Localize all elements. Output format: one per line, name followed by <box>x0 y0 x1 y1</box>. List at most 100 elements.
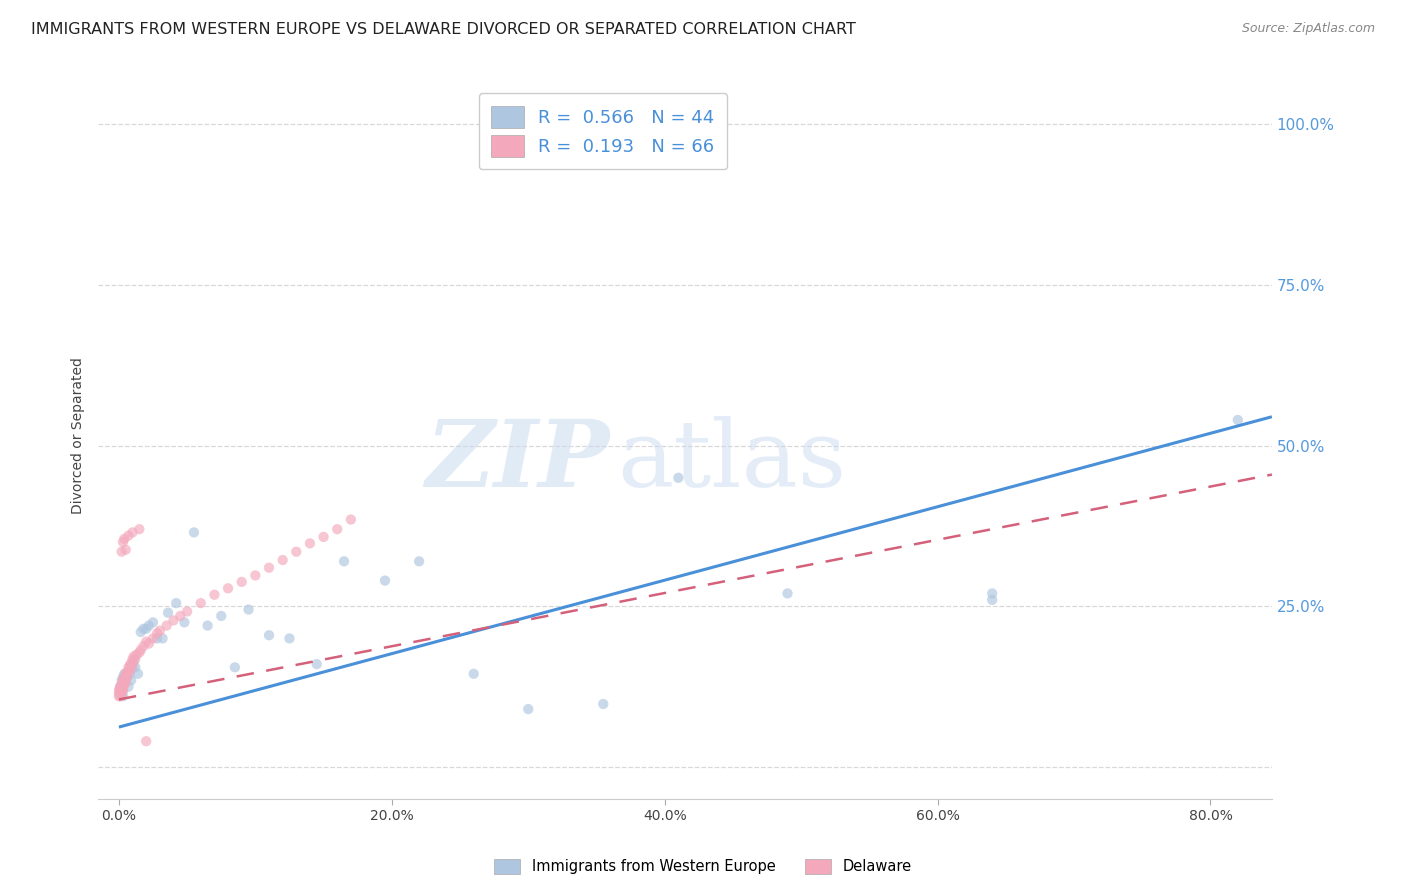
Point <box>121 652 143 666</box>
Point <box>115 670 138 684</box>
Point <box>112 670 135 684</box>
Point <box>111 535 134 549</box>
Point <box>138 636 160 650</box>
Point <box>121 660 143 674</box>
Legend: R =  0.566   N = 44, R =  0.193   N = 66: R = 0.566 N = 44, R = 0.193 N = 66 <box>479 93 727 169</box>
Point <box>183 525 205 540</box>
Point <box>125 648 148 662</box>
Point <box>305 657 328 672</box>
Point <box>217 582 239 596</box>
Point <box>592 697 614 711</box>
Point <box>110 680 132 694</box>
Point <box>152 632 174 646</box>
Text: IMMIGRANTS FROM WESTERN EUROPE VS DELAWARE DIVORCED OR SEPARATED CORRELATION CHA: IMMIGRANTS FROM WESTERN EUROPE VS DELAWA… <box>31 22 856 37</box>
Point <box>312 530 335 544</box>
Point <box>209 609 232 624</box>
Point <box>190 596 212 610</box>
Point <box>121 525 143 540</box>
Point <box>110 690 132 704</box>
Point <box>146 626 169 640</box>
Point <box>245 568 267 582</box>
Point <box>142 632 165 646</box>
Point <box>285 544 308 558</box>
Point <box>1226 413 1249 427</box>
Point <box>122 649 145 664</box>
Point <box>124 652 146 666</box>
Point <box>127 666 149 681</box>
Point <box>118 664 141 678</box>
Point <box>111 678 134 692</box>
Text: Source: ZipAtlas.com: Source: ZipAtlas.com <box>1241 22 1375 36</box>
Point <box>111 681 134 696</box>
Point <box>114 671 136 685</box>
Point <box>110 686 132 700</box>
Point <box>257 560 280 574</box>
Point <box>463 666 485 681</box>
Point <box>110 682 132 697</box>
Point <box>257 628 280 642</box>
Point <box>111 684 134 698</box>
Point <box>374 574 396 588</box>
Point <box>517 702 540 716</box>
Point <box>326 522 349 536</box>
Point <box>108 690 131 704</box>
Point <box>110 680 132 694</box>
Point <box>114 675 136 690</box>
Point <box>981 593 1004 607</box>
Point <box>197 618 219 632</box>
Point <box>128 646 150 660</box>
Point <box>114 542 136 557</box>
Point <box>224 660 246 674</box>
Point <box>173 615 195 630</box>
Point <box>231 574 253 589</box>
Point <box>408 554 430 568</box>
Point <box>114 666 136 681</box>
Point <box>169 609 191 624</box>
Point <box>129 643 152 657</box>
Point <box>135 622 157 636</box>
Point <box>271 553 294 567</box>
Point <box>118 666 141 681</box>
Point <box>135 634 157 648</box>
Point <box>149 624 172 638</box>
Point <box>111 673 134 688</box>
Point <box>138 618 160 632</box>
Point <box>112 675 135 690</box>
Point <box>120 656 142 670</box>
Point <box>157 606 180 620</box>
Point <box>124 660 146 674</box>
Point <box>117 665 139 679</box>
Point <box>117 680 139 694</box>
Point <box>981 586 1004 600</box>
Point <box>776 586 799 600</box>
Point <box>108 686 131 700</box>
Point <box>108 682 131 697</box>
Point <box>111 676 134 690</box>
Point <box>132 622 155 636</box>
Point <box>111 680 134 694</box>
Point <box>117 528 139 542</box>
Point <box>112 666 135 681</box>
Point <box>111 682 134 697</box>
Point <box>162 614 184 628</box>
Point <box>114 670 136 684</box>
Point <box>156 618 179 632</box>
Point <box>204 588 226 602</box>
Point <box>111 686 134 700</box>
Point <box>238 602 260 616</box>
Point <box>142 615 165 630</box>
Point <box>122 654 145 668</box>
Point <box>111 673 134 688</box>
Point <box>111 670 134 684</box>
Point <box>120 660 142 674</box>
Point <box>333 554 356 568</box>
Point <box>128 522 150 536</box>
Point <box>298 536 321 550</box>
Point <box>111 686 134 700</box>
Point <box>112 532 135 546</box>
Point <box>135 734 157 748</box>
Point <box>112 678 135 692</box>
Point <box>278 632 301 646</box>
Text: atlas: atlas <box>617 417 846 507</box>
Point <box>165 596 187 610</box>
